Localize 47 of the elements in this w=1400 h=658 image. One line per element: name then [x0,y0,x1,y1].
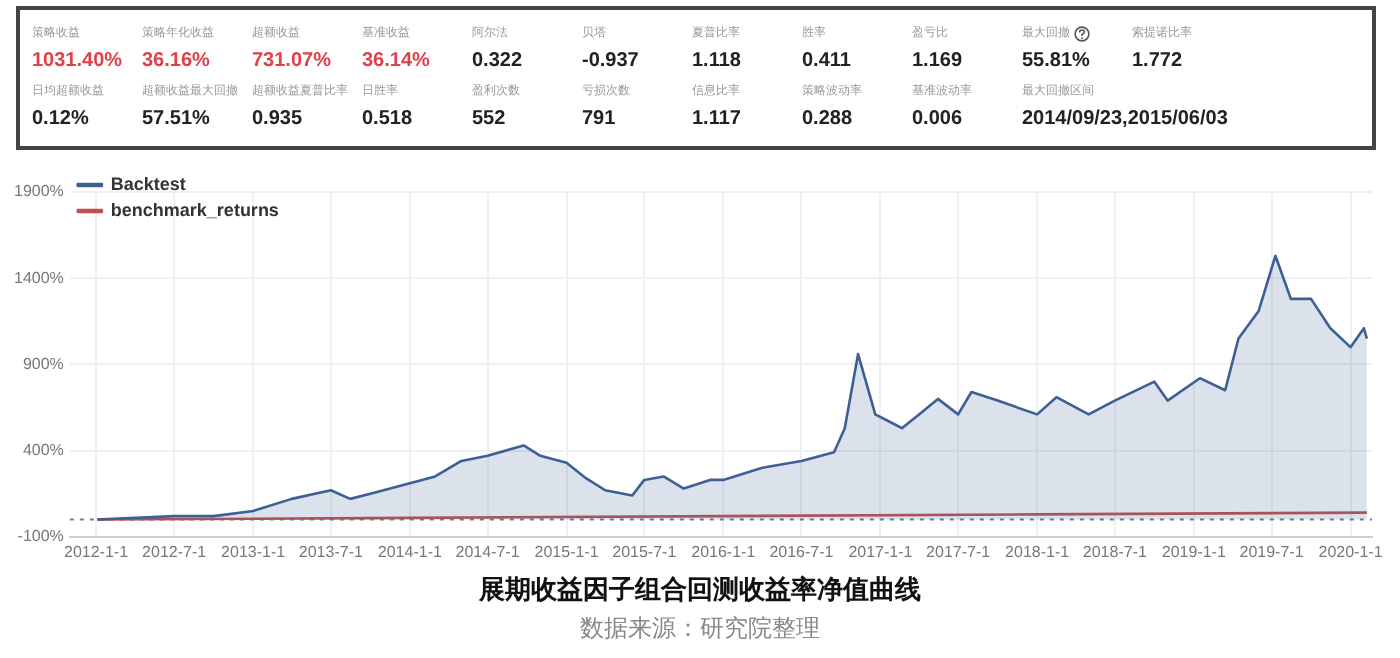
x-tick-label: 2016-1-1 [691,542,757,561]
text: 1.169 [912,50,965,72]
text: 731.07% [252,50,333,72]
text: 0.935 [252,108,305,130]
x-tick-label: 2012-1-1 [63,542,130,561]
text: 0.518 [362,108,415,130]
text: 1.772 [1132,50,1185,72]
text: 1.118 [692,50,743,72]
text: 1.117 [692,108,743,130]
source-note: 数据来源：研究院整理 [578,612,822,646]
x-tick-label: 2019-1-1 [1161,542,1227,561]
text: 57.51% [142,108,212,130]
x-tick-label: 2016-7-1 [769,542,835,561]
y-tick-label: -100% [17,527,64,546]
text: 552 [472,108,508,130]
legend-label: benchmark_returns [110,199,279,220]
x-tick-label: 2019-7-1 [1239,542,1305,561]
text: 1031.40% [32,50,125,72]
y-tick-label: 900% [22,354,64,373]
text: 55.81% [1022,50,1092,72]
text: 0.411 [802,50,853,72]
x-tick-label: 2014-1-1 [377,542,443,561]
x-tick-label: 2020-1-1 [1318,542,1384,561]
text: 0.006 [912,108,965,130]
x-tick-label: 2013-7-1 [298,542,364,561]
x-tick-label: 2013-1-1 [221,542,287,561]
text: 展期收益因子组合回测收益率净值曲线 [477,573,923,608]
text: 791 [582,108,618,130]
text: 0.12% [32,108,91,130]
text: 0.288 [802,108,855,130]
y-tick-label: 1900% [13,182,64,201]
x-tick-label: 2015-7-1 [612,542,678,561]
x-tick-label: 2018-7-1 [1082,542,1148,561]
text: 2014/09/23,2015/06/03 [1022,108,1228,130]
x-tick-label: 2012-7-1 [142,542,208,561]
x-tick-label: 2017-1-1 [848,542,914,561]
y-tick-label: 1400% [13,268,64,287]
y-tick-label: 400% [22,441,64,460]
text: 36.16% [142,50,212,72]
legend-label: Backtest [110,173,186,194]
text: 36.14% [362,50,432,72]
x-tick-label: 2015-1-1 [534,542,600,561]
x-tick-label: 2014-7-1 [455,542,521,561]
x-tick-label: 2017-7-1 [926,542,992,561]
text: -0.937 [582,50,641,72]
x-tick-label: 2018-1-1 [1005,542,1071,561]
text: 0.322 [472,50,525,72]
